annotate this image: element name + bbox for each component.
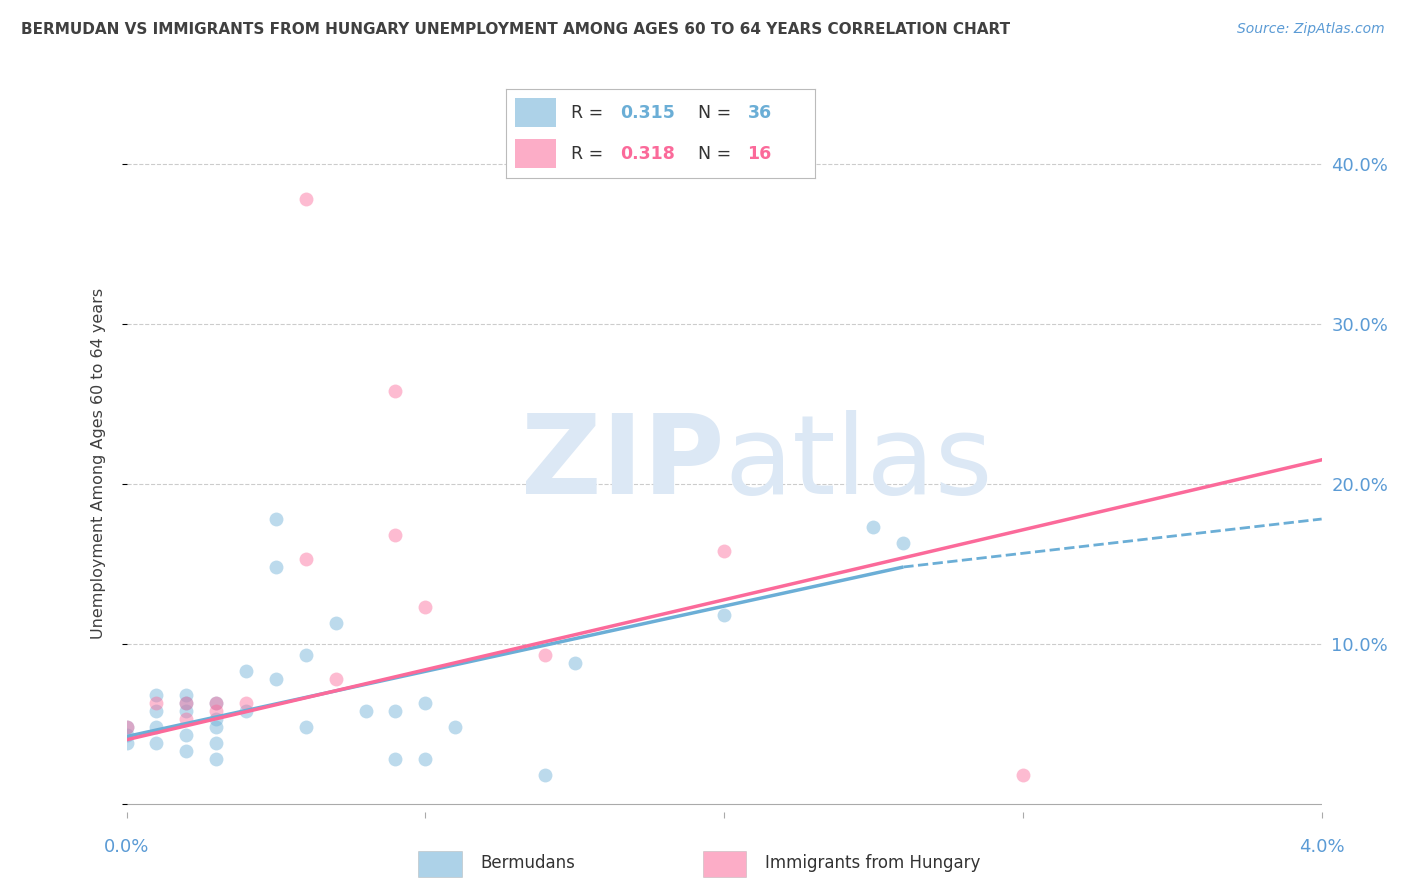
Point xyxy=(264,512,287,526)
Text: 0.315: 0.315 xyxy=(620,104,675,122)
Point xyxy=(145,696,167,710)
Point xyxy=(205,720,228,734)
Point xyxy=(205,704,228,718)
Text: R =: R = xyxy=(571,104,603,122)
Point xyxy=(174,712,197,726)
Point xyxy=(325,672,347,686)
Point xyxy=(174,688,197,702)
Point xyxy=(294,552,316,566)
Point xyxy=(713,544,735,558)
Point xyxy=(145,688,167,702)
Point xyxy=(174,696,197,710)
Point xyxy=(115,736,138,750)
Text: 16: 16 xyxy=(748,145,772,163)
Text: BERMUDAN VS IMMIGRANTS FROM HUNGARY UNEMPLOYMENT AMONG AGES 60 TO 64 YEARS CORRE: BERMUDAN VS IMMIGRANTS FROM HUNGARY UNEM… xyxy=(21,22,1011,37)
Point xyxy=(384,704,406,718)
Text: Immigrants from Hungary: Immigrants from Hungary xyxy=(765,854,980,872)
Point xyxy=(533,648,555,662)
Point xyxy=(325,615,347,630)
Point xyxy=(413,752,436,766)
Point xyxy=(413,599,436,614)
Text: N =: N = xyxy=(697,145,731,163)
Point xyxy=(205,752,228,766)
Point xyxy=(235,704,257,718)
Point xyxy=(174,704,197,718)
Point xyxy=(174,696,197,710)
Point xyxy=(145,704,167,718)
Point xyxy=(891,536,914,550)
Point xyxy=(115,720,138,734)
Text: N =: N = xyxy=(697,104,731,122)
Point xyxy=(115,720,138,734)
Point xyxy=(713,607,735,622)
Point xyxy=(264,560,287,574)
Point xyxy=(115,728,138,742)
Text: 0.0%: 0.0% xyxy=(104,838,149,856)
Text: 0.318: 0.318 xyxy=(620,145,675,163)
Point xyxy=(205,736,228,750)
Point xyxy=(384,752,406,766)
Point xyxy=(145,720,167,734)
FancyBboxPatch shape xyxy=(703,851,747,877)
Point xyxy=(294,720,316,734)
Point xyxy=(413,696,436,710)
Point xyxy=(174,728,197,742)
Point xyxy=(205,696,228,710)
Point xyxy=(294,648,316,662)
Point xyxy=(264,672,287,686)
Point xyxy=(235,696,257,710)
Point xyxy=(384,384,406,398)
Point xyxy=(862,520,884,534)
Point xyxy=(235,664,257,678)
Y-axis label: Unemployment Among Ages 60 to 64 years: Unemployment Among Ages 60 to 64 years xyxy=(91,288,105,640)
Point xyxy=(533,768,555,782)
Text: Source: ZipAtlas.com: Source: ZipAtlas.com xyxy=(1237,22,1385,37)
FancyBboxPatch shape xyxy=(516,139,555,168)
Point xyxy=(564,656,586,670)
Point xyxy=(444,720,467,734)
Point xyxy=(205,696,228,710)
Point xyxy=(294,192,316,206)
Text: Bermudans: Bermudans xyxy=(481,854,575,872)
Point xyxy=(1011,768,1033,782)
Point xyxy=(354,704,377,718)
Point xyxy=(205,712,228,726)
Text: R =: R = xyxy=(571,145,603,163)
Text: ZIP: ZIP xyxy=(520,410,724,517)
Point xyxy=(145,736,167,750)
Point xyxy=(384,528,406,542)
Point xyxy=(174,744,197,758)
FancyBboxPatch shape xyxy=(516,98,555,127)
FancyBboxPatch shape xyxy=(419,851,461,877)
Text: 4.0%: 4.0% xyxy=(1299,838,1344,856)
Text: atlas: atlas xyxy=(724,410,993,517)
Text: 36: 36 xyxy=(748,104,772,122)
